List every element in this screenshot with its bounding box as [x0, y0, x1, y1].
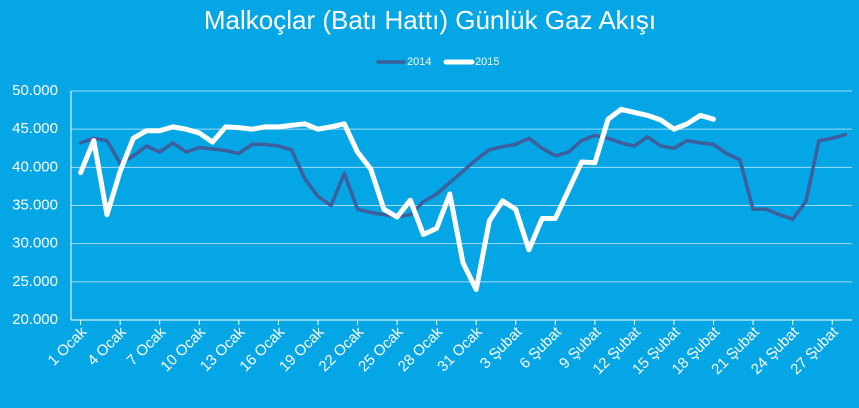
series-line: [78, 132, 848, 221]
y-tick-label: 20.000: [12, 311, 58, 328]
y-tick-label: 30.000: [12, 235, 58, 252]
legend-label: 2014: [407, 56, 431, 68]
y-tick-label: 45.000: [12, 120, 58, 137]
series-line: [78, 106, 716, 292]
y-tick-label: 40.000: [12, 158, 58, 175]
y-tick-label: 50.000: [12, 82, 58, 99]
y-tick-label: 35.000: [12, 196, 58, 213]
chart-title: Malkoçlar (Batı Hattı) Günlük Gaz Akışı: [204, 5, 656, 35]
legend-label: 2015: [475, 56, 499, 68]
y-tick-label: 25.000: [12, 273, 58, 290]
